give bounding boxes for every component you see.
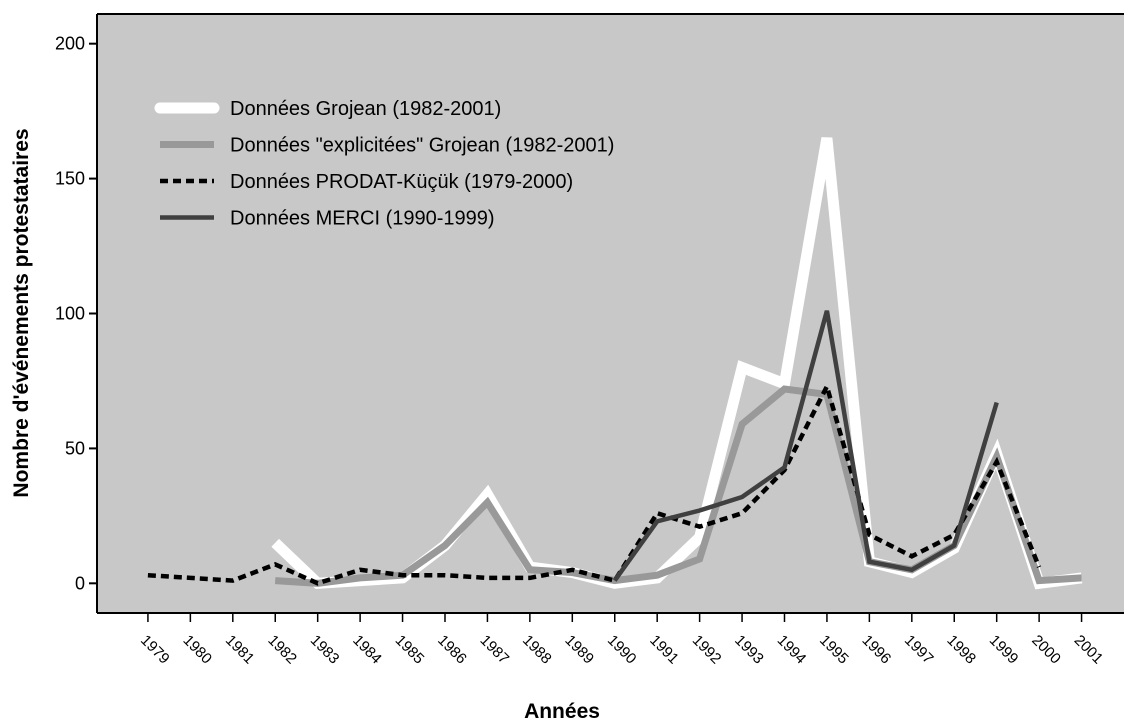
legend-label: Données Grojean (1982-2001) [230, 98, 501, 120]
x-tick-label: 1982 [264, 632, 300, 668]
x-tick-label: 1983 [307, 632, 343, 668]
x-tick-label: 2000 [1028, 632, 1064, 668]
x-tick-label: 1985 [392, 632, 428, 668]
x-tick-label: 1989 [561, 632, 597, 668]
x-tick-label: 1999 [986, 632, 1022, 668]
legend-label: Données "explicitées" Grojean (1982-2001… [230, 135, 614, 157]
x-tick-label: 1981 [222, 632, 258, 668]
y-axis-label: Nombre d'événements protestataires [10, 128, 33, 497]
x-tick-label: 1994 [774, 632, 810, 668]
y-tick-label: 150 [55, 169, 85, 189]
x-tick-label: 2001 [1071, 632, 1107, 668]
x-tick-label: 1993 [731, 632, 767, 668]
x-tick-label: 1998 [943, 632, 979, 668]
legend-label: Données MERCI (1990-1999) [230, 208, 495, 230]
x-tick-label: 1987 [477, 632, 513, 668]
x-tick-label: 1992 [689, 632, 725, 668]
x-tick-label: 1991 [646, 632, 682, 668]
x-tick-label: 1979 [137, 632, 173, 668]
x-tick-label: 1984 [349, 632, 385, 668]
x-tick-label: 1988 [519, 632, 555, 668]
x-tick-label: 1996 [859, 632, 895, 668]
x-tick-label: 1995 [816, 632, 852, 668]
y-tick-label: 50 [65, 438, 85, 458]
y-tick-label: 0 [75, 573, 85, 593]
x-tick-label: 1997 [901, 632, 937, 668]
x-tick-label: 1990 [604, 632, 640, 668]
y-tick-label: 100 [55, 304, 85, 324]
x-tick-label: 1986 [434, 632, 470, 668]
x-axis-label: Années [524, 700, 600, 723]
x-tick-label: 1980 [180, 632, 216, 668]
legend-label: Données PRODAT-Küçük (1979-2000) [230, 171, 573, 193]
series-line [612, 310, 999, 582]
series-line [147, 380, 1042, 586]
y-tick-label: 200 [55, 34, 85, 54]
plot-area [97, 14, 1124, 613]
